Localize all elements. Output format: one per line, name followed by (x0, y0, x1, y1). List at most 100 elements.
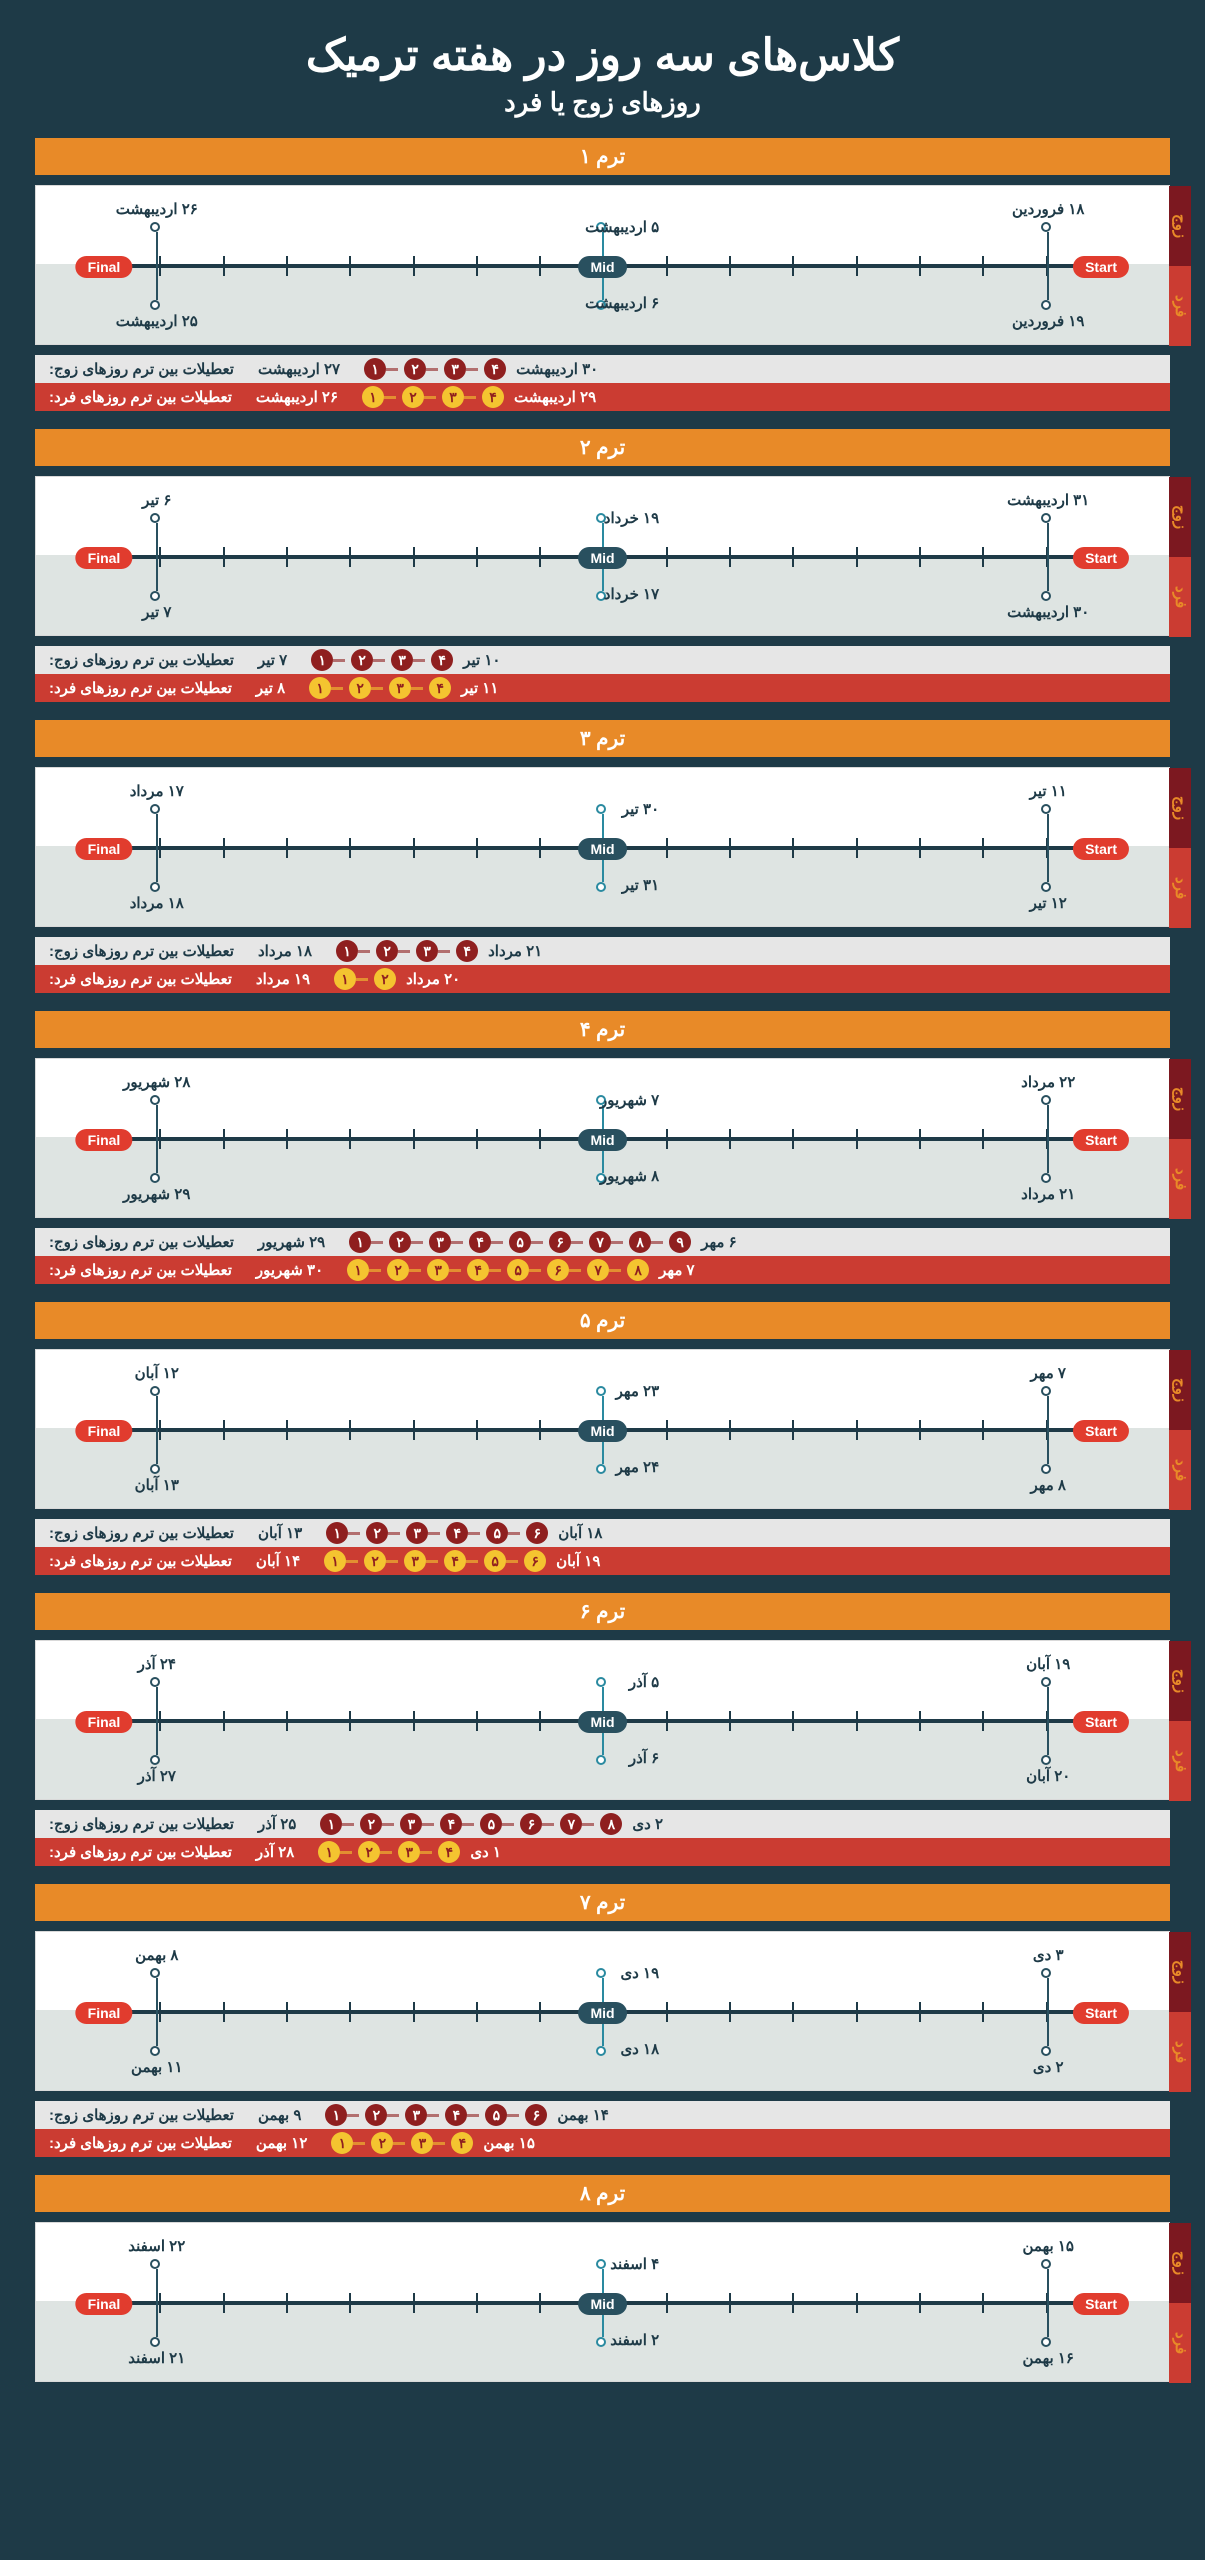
mid-date: ۳۱ تیر (622, 876, 659, 894)
holiday-label: تعطیلات بین ترم روزهای زوج: (35, 1233, 248, 1251)
chip-connector (502, 1823, 514, 1826)
chip-connector (398, 950, 410, 953)
holiday-day-chip: ۹ (669, 1231, 691, 1253)
axis-tick (982, 838, 984, 858)
odd-date: ۲ دی (1033, 2058, 1064, 2076)
date-stem (1047, 1721, 1049, 1755)
axis-tick (349, 2002, 351, 2022)
timeline: زوجفردStartMidFinal۷ مهر۸ مهر۲۳ مهر۲۴ مه… (35, 1349, 1170, 1509)
even-date: ۸ بهمن (135, 1946, 178, 1964)
timeline: زوجفردStartMidFinal۲۲ مرداد۲۱ مرداد۷ شهر… (35, 1058, 1170, 1218)
holiday-day-chip: ۴ (456, 940, 478, 962)
holiday-row-odd: تعطیلات بین ترم روزهای فرد:۲۶ اردیبهشت۱۲… (35, 383, 1170, 411)
chip-connector (331, 687, 343, 690)
axis-tick (539, 2293, 541, 2313)
mid-date: ۱۹ دی (620, 1964, 659, 1982)
stem-dot (596, 1464, 606, 1474)
holiday-day-chip: ۴ (469, 1231, 491, 1253)
axis-tick (729, 2293, 731, 2313)
holiday-chips: ۱۲۳۴۵۶۷۸۹ (343, 1231, 691, 1253)
odd-date: ۳۰ اردیبهشت (1007, 603, 1089, 621)
holiday-row-even: تعطیلات بین ترم روزهای زوج:۹ بهمن۱۲۳۴۵۶۱… (35, 2101, 1170, 2129)
holiday-chips: ۱۲۳۴ (356, 386, 504, 408)
holiday-from: ۷ تیر (248, 651, 305, 669)
chip-connector (369, 1269, 381, 1272)
chip-connector (373, 659, 385, 662)
holiday-rows: تعطیلات بین ترم روزهای زوج:۱۸ مرداد۱۲۳۴۲… (35, 937, 1170, 993)
chip-connector (489, 1269, 501, 1272)
stem-dot (1041, 1173, 1051, 1183)
holiday-row-odd: تعطیلات بین ترم روزهای فرد:۱۹ مرداد۱۲۲۰ … (35, 965, 1170, 993)
chip-connector (449, 1269, 461, 1272)
holiday-to: ۱۸ آبان (548, 1524, 612, 1542)
stem-dot (150, 222, 160, 232)
axis-tick (666, 1711, 668, 1731)
stem-dot (1041, 1386, 1051, 1396)
axis-tick (856, 2002, 858, 2022)
axis-tick (223, 547, 225, 567)
axis-tick (919, 1129, 921, 1149)
odd-date: ۲۹ شهریور (123, 1185, 190, 1203)
holiday-day-chip: ۱ (336, 940, 358, 962)
date-stem (156, 2012, 158, 2046)
side-label-odd: فرد (1169, 2012, 1191, 2092)
holiday-day-chip: ۲ (371, 2132, 393, 2154)
side-label-even: زوج (1169, 768, 1191, 848)
timeline: زوجفردStartMidFinal۱۸ فروردین۱۹ فروردین۵… (35, 185, 1170, 345)
stem-dot (150, 804, 160, 814)
holiday-day-chip: ۲ (374, 968, 396, 990)
holiday-day-chip: ۳ (406, 1522, 428, 1544)
axis-tick (349, 838, 351, 858)
chip-connector (386, 368, 398, 371)
holiday-day-chip: ۴ (445, 2104, 467, 2126)
holiday-day-chip: ۵ (484, 1550, 506, 1572)
stem-dot (1041, 2046, 1051, 2056)
date-stem (1047, 557, 1049, 591)
axis-tick (159, 256, 161, 276)
chip-connector (582, 1823, 594, 1826)
holiday-day-chip: ۱ (311, 649, 333, 671)
axis-tick (413, 1129, 415, 1149)
axis-tick (476, 1711, 478, 1731)
holiday-row-even: تعطیلات بین ترم روزهای زوج:۱۸ مرداد۱۲۳۴۲… (35, 937, 1170, 965)
holiday-chips: ۱۲۳۴ (305, 649, 453, 671)
holiday-day-chip: ۸ (600, 1813, 622, 1835)
axis-tick (349, 256, 351, 276)
stem-dot (1041, 1464, 1051, 1474)
date-stem (156, 814, 158, 848)
axis-tick (413, 2293, 415, 2313)
axis-tick (919, 1420, 921, 1440)
mid-date: ۳۰ تیر (622, 800, 659, 818)
axis-tick (413, 256, 415, 276)
axis-tick (413, 547, 415, 567)
odd-date: ۱۱ بهمن (131, 2058, 182, 2076)
stem-dot (1041, 1095, 1051, 1105)
holiday-rows: تعطیلات بین ترم روزهای زوج:۲۹ شهریور۱۲۳۴… (35, 1228, 1170, 1284)
holiday-from: ۲۷ اردیبهشت (248, 360, 358, 378)
axis-tick (286, 2293, 288, 2313)
side-label-odd: فرد (1169, 266, 1191, 346)
holiday-day-chip: ۱ (349, 1231, 371, 1253)
date-stem (156, 232, 158, 266)
holiday-day-chip: ۲ (376, 940, 398, 962)
pill-final: Final (76, 838, 133, 860)
holiday-day-chip: ۷ (560, 1813, 582, 1835)
axis-tick (539, 1420, 541, 1440)
stem-dot (1041, 882, 1051, 892)
holiday-day-chip: ۳ (411, 2132, 433, 2154)
pill-start: Start (1073, 547, 1129, 569)
axis-tick (666, 2293, 668, 2313)
holiday-row-even: تعطیلات بین ترم روزهای زوج:۲۹ شهریور۱۲۳۴… (35, 1228, 1170, 1256)
term-block: ترم ۲زوجفردStartMidFinal۳۱ اردیبهشت۳۰ ار… (0, 429, 1205, 702)
pill-mid: Mid (578, 256, 626, 278)
odd-date: ۱۲ تیر (1030, 894, 1067, 912)
date-stem (156, 266, 158, 300)
stem-dot (150, 1968, 160, 1978)
holiday-row-odd: تعطیلات بین ترم روزهای فرد:۲۸ آذر۱۲۳۴۱ د… (35, 1838, 1170, 1866)
holiday-label: تعطیلات بین ترم روزهای فرد: (35, 1261, 246, 1279)
holiday-from: ۳۰ شهریور (246, 1261, 341, 1279)
odd-date: ۱۸ مرداد (130, 894, 184, 912)
holiday-day-chip: ۴ (429, 677, 451, 699)
even-date: ۲۴ آذر (138, 1655, 176, 1673)
holiday-row-even: تعطیلات بین ترم روزهای زوج:۱۳ آبان۱۲۳۴۵۶… (35, 1519, 1170, 1547)
